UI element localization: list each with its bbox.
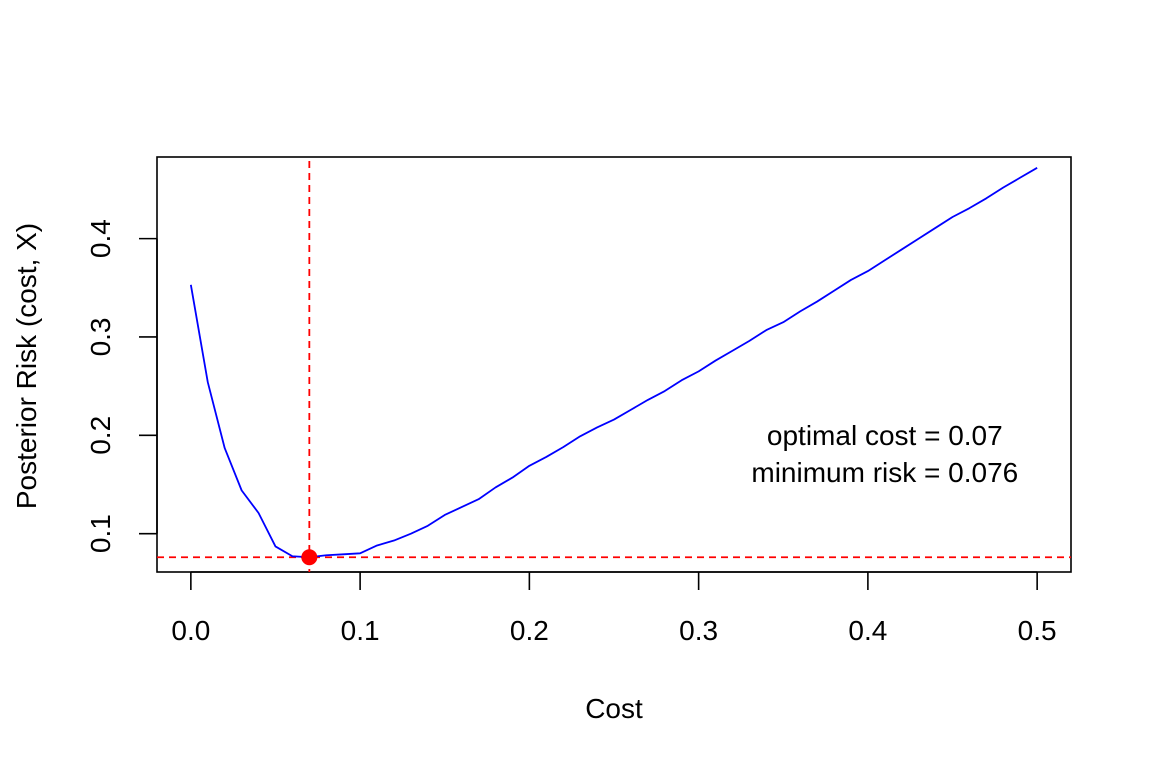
y-axis: 0.1 0.2 0.3 0.4 xyxy=(85,219,158,553)
annotation-line: optimal cost = 0.07 xyxy=(767,420,1003,451)
y-tick-label: 0.2 xyxy=(85,416,116,455)
y-tick-label: 0.1 xyxy=(85,514,116,553)
optimum-point xyxy=(301,549,318,566)
x-tick-label: 0.2 xyxy=(510,615,549,646)
x-axis-label: Cost xyxy=(585,693,643,724)
optimum-layer xyxy=(301,549,318,566)
annotation-layer: optimal cost = 0.07 minimum risk = 0.076 xyxy=(751,420,1018,488)
series-layer xyxy=(189,167,1038,559)
x-axis: 0.0 0.1 0.2 0.3 0.4 0.5 xyxy=(171,571,1057,646)
x-tick-label: 0.0 xyxy=(171,615,210,646)
y-axis-label: Posterior Risk (cost, X) xyxy=(11,223,42,509)
x-tick-label: 0.4 xyxy=(848,615,887,646)
series-line-0 xyxy=(189,167,1038,559)
plot-frame xyxy=(156,156,1072,573)
reference-lines xyxy=(157,161,1071,572)
x-tick-label: 0.5 xyxy=(1018,615,1057,646)
annotation-line: minimum risk = 0.076 xyxy=(751,457,1018,488)
x-tick-label: 0.1 xyxy=(341,615,380,646)
y-tick-label: 0.3 xyxy=(85,317,116,356)
x-tick-label: 0.3 xyxy=(679,615,718,646)
y-tick-label: 0.4 xyxy=(85,219,116,258)
